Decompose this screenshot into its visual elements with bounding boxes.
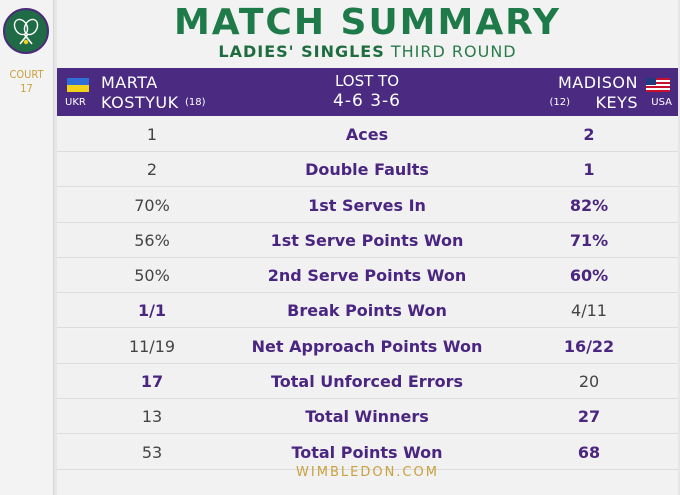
crossed-rackets-icon [13,18,39,45]
player2-seed: (12) [549,97,570,108]
stat-row: 53 Total Points Won 68 [57,435,678,470]
stat-label: Net Approach Points Won [251,336,483,356]
stats-table: 1 Aces 2 2 Double Faults 1 70% 1st Serve… [57,118,678,471]
website-footer: WIMBLEDON.COM [296,465,439,480]
event-subtitle: LADIES' SINGLES THIRD ROUND [57,42,678,62]
player1-value: 56% [134,230,170,250]
player1-value: 1/1 [137,301,167,321]
stat-row: 13 Total Winners 27 [57,400,678,435]
player1-last-name: KOSTYUK [101,93,179,112]
stat-row: 2 Double Faults 1 [57,153,678,188]
player2-value: 60% [569,266,609,286]
stat-label: 1st Serve Points Won [270,230,464,250]
player1-first-name: MARTA [101,73,158,92]
player1-seed: (18) [185,97,206,108]
match-score: 4-6 3-6 [333,91,401,111]
stat-row: 70% 1st Serves In 82% [57,188,678,223]
round-name: THIRD ROUND [390,42,517,61]
player1-value: 11/19 [128,336,176,356]
stat-label: Total Points Won [291,442,443,462]
stat-row: 50% 2nd Serve Points Won 60% [57,259,678,294]
stat-row: 11/19 Net Approach Points Won 16/22 [57,329,678,364]
stat-row: 17 Total Unforced Errors 20 [57,365,678,400]
player1-value: 53 [141,442,163,462]
player1-value: 13 [141,407,163,427]
player2-value: 16/22 [563,336,615,356]
player2-first-name: MADISON [557,73,638,92]
wimbledon-logo [3,8,49,54]
player1-value: 1 [146,125,158,144]
stat-label: Double Faults [305,160,429,180]
event-name: LADIES' SINGLES [218,42,385,61]
court-number: 17 [20,82,33,95]
player2-value: 71% [569,230,609,250]
stat-label: Total Winners [305,407,429,427]
page-title: MATCH SUMMARY [173,2,562,43]
stat-label: Break Points Won [287,301,447,321]
court-label: COURT [9,68,44,81]
player2-value: 2 [583,125,595,144]
player1-country: UKR [65,97,86,108]
match-summary-panel: MATCH SUMMARY LADIES' SINGLES THIRD ROUN… [57,0,678,495]
player2-value: 68 [577,442,601,462]
player1-value: 17 [140,372,164,392]
stat-row: 1/1 Break Points Won 4/11 [57,294,678,329]
player1-value: 50% [134,266,170,286]
stat-row: 56% 1st Serve Points Won 71% [57,223,678,258]
player2-value: 4/11 [571,301,607,321]
player1-value: 70% [134,195,170,215]
court-indicator: COURT 17 [0,68,53,96]
sidebar: COURT 17 [0,0,54,495]
player2-value: 20 [578,372,600,392]
stat-label: Total Unforced Errors [271,372,463,392]
result-label: LOST TO [334,72,400,90]
player2-value: 1 [583,160,595,180]
player1-value: 2 [146,160,158,180]
usa-flag-icon [646,78,670,92]
players-header: MARTA UKR KOSTYUK (18) LOST TO 4-6 3-6 M… [57,68,678,116]
stat-label: 1st Serves In [308,195,426,215]
match-result: LOST TO 4-6 3-6 [307,72,427,112]
stat-label: Aces [345,125,389,144]
player2-country: USA [651,97,672,108]
ukraine-flag-icon [67,78,89,92]
stat-row: 1 Aces 2 [57,118,678,152]
player2-value: 82% [569,195,609,215]
player2-last-name: KEYS [595,93,638,112]
player2-value: 27 [577,407,601,427]
stat-label: 2nd Serve Points Won [267,266,467,286]
